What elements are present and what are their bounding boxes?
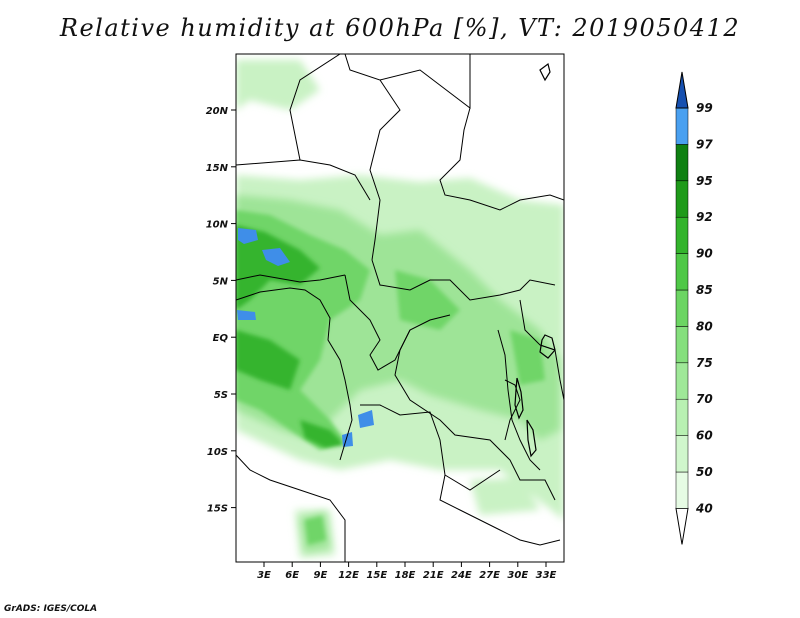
- lat-tick-label: 5N: [213, 276, 229, 287]
- colorbar-label: 90: [696, 247, 713, 261]
- colorbar-label: 80: [696, 319, 713, 333]
- lon-tick-label: 18E: [395, 570, 416, 581]
- colorbar-segment: [675, 435, 689, 473]
- colorbar-label: 95: [696, 174, 713, 188]
- map-area: [236, 54, 564, 562]
- lat-tick-label: 10N: [206, 220, 229, 231]
- colorbar-label: 97: [696, 137, 713, 151]
- colorbar-segment: [675, 144, 689, 182]
- lon-tick-label: 21E: [423, 570, 444, 581]
- lon-tick-label: 30E: [507, 570, 528, 581]
- country-borders: [236, 54, 564, 562]
- colorbar-segment: [675, 107, 689, 145]
- colorbar-label: 70: [696, 392, 713, 406]
- colorbar-segment: [675, 362, 689, 400]
- colorbar-label: 99: [696, 101, 713, 115]
- lat-tick-label: 15N: [206, 163, 229, 174]
- lat-tick-label: 5S: [214, 390, 228, 401]
- colorbar-label: 92: [696, 210, 713, 224]
- lon-tick-label: 12E: [338, 570, 359, 581]
- colorbar: 40 50 60 70 75 80 85 90 92 95 97 99: [675, 71, 713, 545]
- lat-tick-label: 10S: [207, 447, 228, 458]
- colorbar-segment: [675, 216, 689, 254]
- grads-credit: GrADS: IGES/COLA: [4, 604, 98, 614]
- lon-tick-label: 33E: [536, 570, 557, 581]
- lon-tick-label: 9E: [314, 570, 328, 581]
- colorbar-label: 50: [696, 465, 713, 479]
- map-frame: [235, 53, 565, 563]
- map-title: Relative humidity at 600hPa [%], VT: 201…: [59, 14, 741, 42]
- lon-tick-label: 27E: [479, 570, 500, 581]
- colorbar-segment: [675, 398, 689, 436]
- lat-tick-label: EQ: [213, 333, 229, 344]
- colorbar-label: 60: [696, 429, 713, 443]
- longitude-axis: 3E 6E 9E 12E 15E 18E 21E 24E 27E 30E 33E: [257, 562, 557, 581]
- colorbar-segment: [675, 326, 689, 364]
- lat-tick-label: 20N: [206, 106, 229, 117]
- colorbar-segment: [675, 289, 689, 327]
- lon-tick-label: 3E: [257, 570, 271, 581]
- colorbar-segment: [675, 471, 689, 509]
- colorbar-upper-extension: [675, 71, 689, 109]
- lakes: [514, 62, 556, 458]
- lat-tick-label: 15S: [207, 504, 228, 515]
- lon-tick-label: 24E: [451, 570, 472, 581]
- colorbar-lower-extension: [675, 507, 689, 545]
- colorbar-label: 40: [695, 501, 713, 515]
- colorbar-segment: [675, 180, 689, 218]
- colorbar-segment: [675, 253, 689, 291]
- humidity-field: [236, 60, 564, 558]
- lon-tick-label: 15E: [366, 570, 387, 581]
- colorbar-label: 75: [696, 356, 713, 370]
- colorbar-label: 85: [696, 283, 713, 297]
- lon-tick-label: 6E: [285, 570, 299, 581]
- latitude-axis: 20N 15N 10N 5N EQ 5S 10S 15S: [206, 106, 236, 515]
